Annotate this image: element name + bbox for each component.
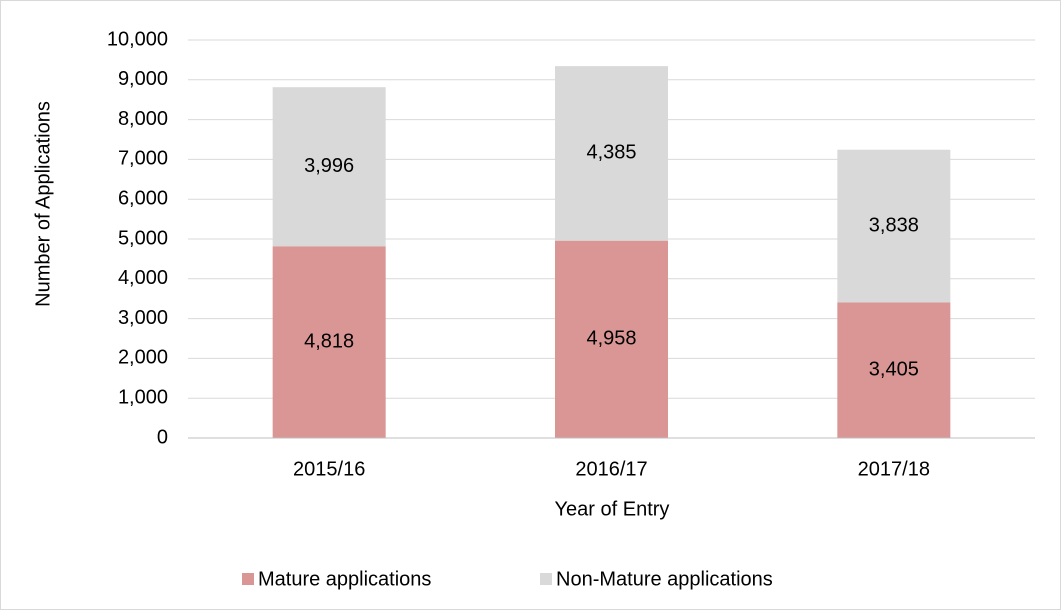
bar-segment: [272, 87, 386, 247]
bar-segment: [555, 66, 668, 241]
y-tick-label: 1,000: [118, 386, 168, 408]
bar-segment: [837, 302, 951, 438]
y-tick-label: 4,000: [118, 267, 168, 289]
x-axis-title: Year of Entry: [555, 498, 670, 520]
y-axis-title: Number of Applications: [32, 101, 54, 307]
y-tick-label: 3,000: [118, 307, 168, 329]
y-tick-label: 0: [157, 426, 168, 448]
y-tick-label: 8,000: [118, 108, 168, 130]
data-label: 4,385: [586, 142, 636, 164]
bar-segment: [837, 149, 951, 303]
y-tick-label: 7,000: [118, 148, 168, 170]
data-label: 3,996: [304, 155, 354, 177]
data-label: 4,818: [304, 330, 354, 352]
data-label: 3,838: [869, 214, 919, 236]
x-tick-label: 2016/17: [575, 458, 647, 480]
legend-swatch: [540, 573, 552, 585]
bar-segment: [555, 240, 668, 438]
legend-label: Non-Mature applications: [556, 568, 773, 590]
bar-segment: [272, 246, 386, 438]
legend-label: Mature applications: [258, 568, 431, 590]
legend-swatch: [242, 573, 254, 585]
y-tick-label: 9,000: [118, 68, 168, 90]
y-tick-label: 2,000: [118, 347, 168, 369]
y-tick-label: 10,000: [107, 28, 168, 50]
x-tick-label: 2015/16: [293, 458, 365, 480]
x-tick-label: 2017/18: [858, 458, 930, 480]
data-label: 4,958: [586, 328, 636, 350]
y-tick-label: 5,000: [118, 227, 168, 249]
y-tick-label: 6,000: [118, 187, 168, 209]
data-label: 3,405: [869, 359, 919, 381]
